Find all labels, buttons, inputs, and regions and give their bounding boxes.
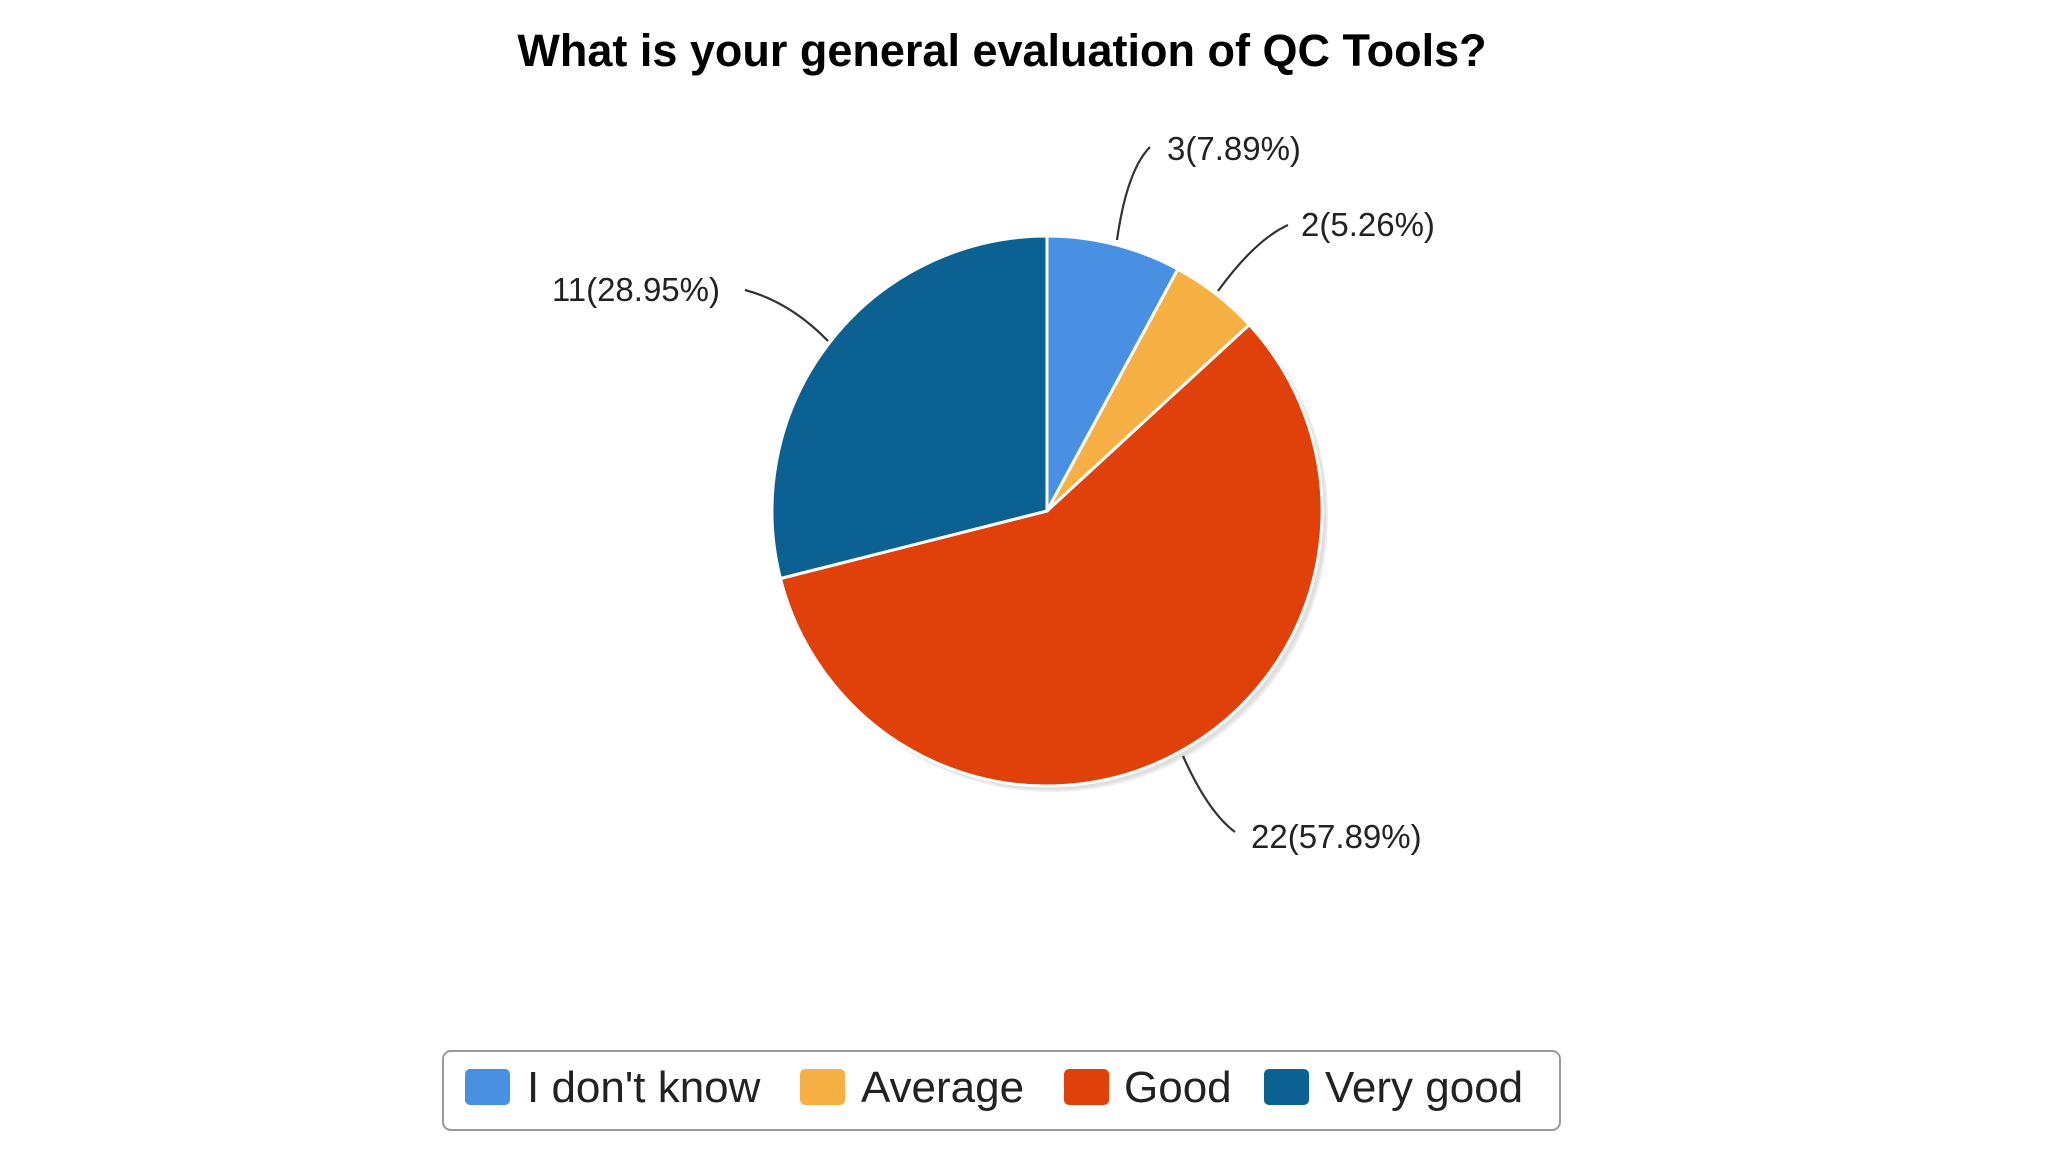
legend-swatch-average — [800, 1069, 845, 1105]
slice-label-i-don-t-know: 3(7.89%) — [1167, 130, 1301, 167]
pie-slices — [770, 234, 1324, 788]
pie-slice-good — [778, 322, 1324, 788]
slice-label-very-good: 11(28.95%) — [552, 271, 720, 308]
legend-swatch-good — [1064, 1069, 1109, 1105]
leader-line-good — [1181, 755, 1236, 833]
slice-label-good: 22(57.89%) — [1251, 818, 1422, 855]
leader-line-i-don-t-know — [1115, 146, 1151, 241]
legend-label-average: Average — [861, 1063, 1024, 1112]
legend-label-good: Good — [1124, 1063, 1232, 1112]
legend-label-very-good: Very good — [1325, 1063, 1523, 1112]
leader-lines — [744, 146, 1289, 833]
legend-swatch-very-good — [1264, 1069, 1309, 1105]
legend-swatch-i-don-t-know — [465, 1069, 510, 1105]
pie-slice-i-don-t-know — [1045, 234, 1180, 512]
leader-line-average — [1217, 223, 1289, 292]
chart-title: What is your general evaluation of QC To… — [517, 25, 1486, 76]
legend: I don't know Average Good Very good — [442, 1050, 1561, 1131]
legend-label-i-don-t-know: I don't know — [527, 1063, 761, 1112]
pie-slice-very-good — [770, 234, 1049, 581]
leader-line-very-good — [744, 288, 829, 342]
legend-items: I don't know Average Good Very good — [465, 1063, 1523, 1112]
slice-labels: 3(7.89%) 2(5.26%) 22(57.89%) 11(28.95%) — [552, 130, 1435, 855]
slice-label-average: 2(5.26%) — [1301, 206, 1435, 243]
